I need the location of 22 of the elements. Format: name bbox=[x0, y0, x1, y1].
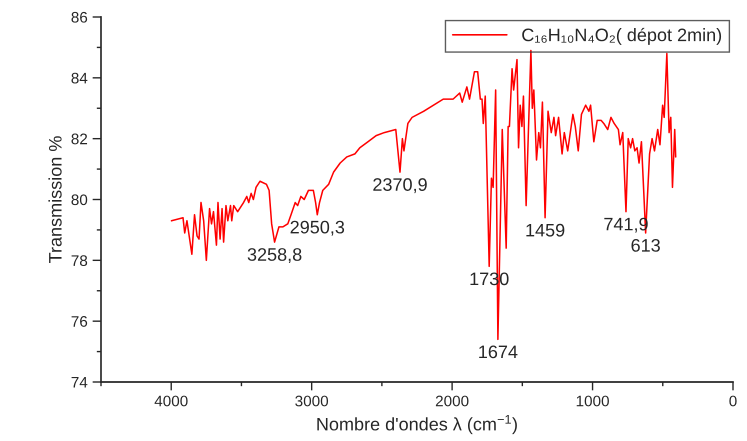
y-tick-label: 74 bbox=[72, 377, 88, 388]
y-tick-label: 82 bbox=[71, 134, 88, 144]
x-tick-label: 1000 bbox=[576, 396, 609, 406]
x-tick-label: 0 bbox=[729, 396, 737, 406]
x-tick-label: 2000 bbox=[436, 396, 469, 406]
line-series bbox=[170, 50, 676, 340]
y-tick-label: 78 bbox=[72, 255, 88, 266]
annotation: 1459 bbox=[526, 224, 564, 237]
y-tick-label: 76 bbox=[72, 316, 88, 327]
x-tick-label: 3000 bbox=[295, 396, 328, 406]
x-axis-title: Nombre d'ondes λ (cm$^{−1}$) bbox=[317, 414, 517, 434]
y-tick-label: 84 bbox=[71, 72, 88, 84]
y-tick-label: 80 bbox=[71, 194, 88, 206]
x-tick-label: 4000 bbox=[154, 396, 188, 406]
annotation: 1674 bbox=[479, 345, 518, 358]
annotation: 3258,8 bbox=[248, 248, 302, 264]
y-axis-title: Transmission % bbox=[48, 136, 62, 263]
annotation: 2950,3 bbox=[290, 220, 344, 236]
legend-label: C₁₆H₁₀N₄O₂( dépot 2min) bbox=[522, 28, 722, 45]
annotation: 613 bbox=[632, 238, 660, 252]
annotation: 2370,9 bbox=[373, 178, 427, 194]
y-tick-label: 86 bbox=[71, 12, 88, 23]
